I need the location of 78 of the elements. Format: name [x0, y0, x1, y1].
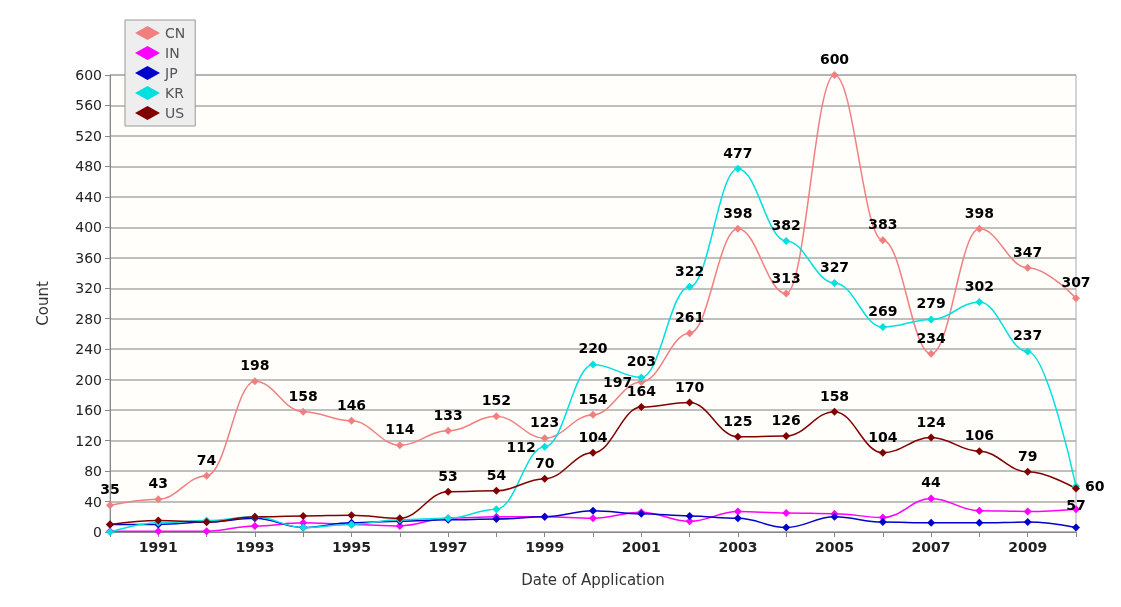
data-label: 79: [1017, 447, 1038, 464]
y-tick-label: 40: [84, 493, 102, 510]
data-label: 234: [916, 329, 946, 346]
y-tick-label: 520: [75, 127, 102, 144]
data-label: 302: [964, 277, 995, 294]
data-label: 106: [964, 427, 995, 444]
data-label: 220: [578, 340, 608, 357]
data-label: 74: [196, 451, 217, 468]
x-tick-label: 2005: [815, 539, 854, 555]
x-tick-label: 1995: [332, 539, 371, 555]
y-tick-label: 360: [75, 249, 102, 266]
data-label: 158: [819, 387, 850, 404]
data-label: 35: [100, 481, 120, 498]
x-tick-label: 2009: [1008, 539, 1048, 555]
data-label: 313: [771, 269, 801, 286]
data-label: 57: [1066, 496, 1086, 513]
data-label: 477: [723, 144, 753, 161]
y-tick-label: 200: [75, 371, 102, 388]
data-label: 279: [916, 295, 946, 312]
data-label: 123: [530, 414, 560, 431]
legend-label: KR: [165, 85, 185, 101]
y-tick-label: 320: [75, 280, 102, 297]
y-tick-label: 400: [75, 219, 102, 236]
legend-label: US: [165, 105, 185, 121]
x-tick-label: 2003: [718, 539, 758, 555]
data-label: 44: [921, 474, 942, 491]
x-tick-label: 1993: [235, 539, 275, 555]
data-label: 104: [578, 428, 608, 445]
data-label: 152: [481, 392, 512, 409]
y-tick-label: 480: [75, 158, 102, 175]
x-tick-label: 1997: [428, 539, 468, 555]
data-label: 112: [506, 438, 536, 455]
legend-label: IN: [165, 45, 180, 61]
data-label: 198: [240, 357, 270, 374]
data-label: 600: [819, 51, 850, 67]
y-tick-label: 560: [75, 97, 102, 114]
data-label: 54: [486, 466, 507, 483]
y-tick-label: 240: [75, 341, 102, 358]
data-label: 261: [674, 309, 705, 326]
data-label: 237: [1013, 327, 1043, 344]
data-label: 133: [433, 406, 463, 423]
data-label: 146: [336, 396, 367, 413]
y-tick-label: 160: [75, 402, 102, 419]
data-label: 307: [1061, 274, 1091, 291]
data-label: 398: [723, 204, 753, 221]
data-label: 104: [868, 428, 898, 445]
data-label: 327: [819, 258, 850, 275]
data-label: 383: [868, 216, 898, 233]
x-tick-label: 2007: [911, 539, 951, 555]
x-axis-title: Date of Application: [521, 570, 665, 589]
data-label: 203: [626, 353, 656, 370]
y-tick-label: 600: [75, 67, 102, 83]
data-label: 126: [771, 412, 801, 429]
y-tick-label: 120: [75, 432, 102, 449]
data-label: 398: [964, 204, 995, 221]
data-label: 347: [1013, 243, 1043, 260]
data-label: 125: [723, 412, 753, 429]
x-tick-label: 2001: [621, 539, 661, 555]
y-tick-label: 80: [84, 463, 102, 480]
y-tick-label: 280: [75, 310, 102, 327]
data-label: 60: [1085, 478, 1105, 495]
data-label: 382: [771, 217, 801, 234]
data-label: 158: [288, 387, 318, 404]
y-tick-label: 0: [93, 524, 102, 540]
data-label: 70: [534, 454, 555, 471]
y-tick-label: 440: [75, 188, 102, 205]
data-label: 124: [916, 413, 946, 430]
data-label: 114: [385, 421, 415, 438]
x-tick-label: 1991: [138, 539, 178, 555]
data-label: 53: [438, 467, 458, 484]
data-label: 170: [674, 378, 705, 395]
data-label: 154: [578, 390, 608, 407]
data-label: 43: [148, 475, 169, 492]
legend-label: CN: [165, 25, 186, 41]
data-label: 269: [868, 303, 898, 320]
x-tick-label: 1999: [525, 539, 565, 555]
y-axis-title: Count: [33, 281, 52, 326]
legend-label: JP: [164, 65, 178, 81]
